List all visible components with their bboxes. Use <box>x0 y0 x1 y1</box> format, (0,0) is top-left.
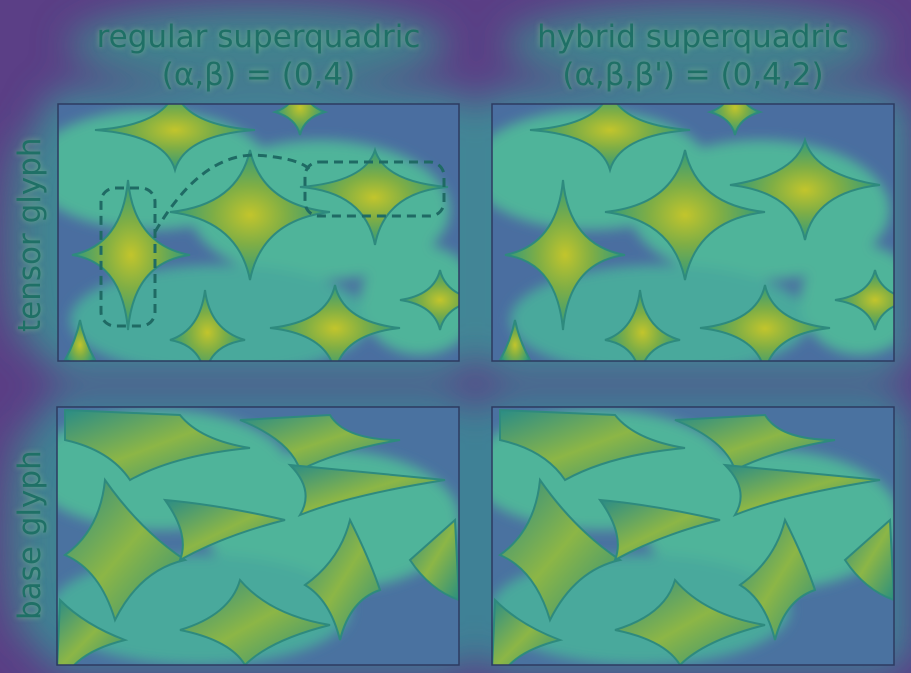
panel-regular-tensor-glyphs <box>58 104 459 361</box>
panel-regular-base-glyphs <box>57 407 459 665</box>
column-title-regular-name: regular superquadric <box>96 19 421 55</box>
column-title-regular-params: (α,β) = (0,4) <box>161 57 356 93</box>
row-label-base-glyph: base glyph <box>12 450 48 620</box>
column-title-hybrid-name: hybrid superquadric <box>537 19 849 55</box>
panel-hybrid-base-glyphs <box>492 407 894 665</box>
column-title-hybrid: hybrid superquadric (α,β,β') = (0,4,2) <box>492 18 894 94</box>
column-title-hybrid-params: (α,β,β') = (0,4,2) <box>562 57 824 93</box>
panel-hybrid-tensor-glyphs <box>492 104 894 361</box>
column-title-regular: regular superquadric (α,β) = (0,4) <box>58 18 459 94</box>
row-label-tensor-glyph: tensor glyph <box>12 137 48 332</box>
